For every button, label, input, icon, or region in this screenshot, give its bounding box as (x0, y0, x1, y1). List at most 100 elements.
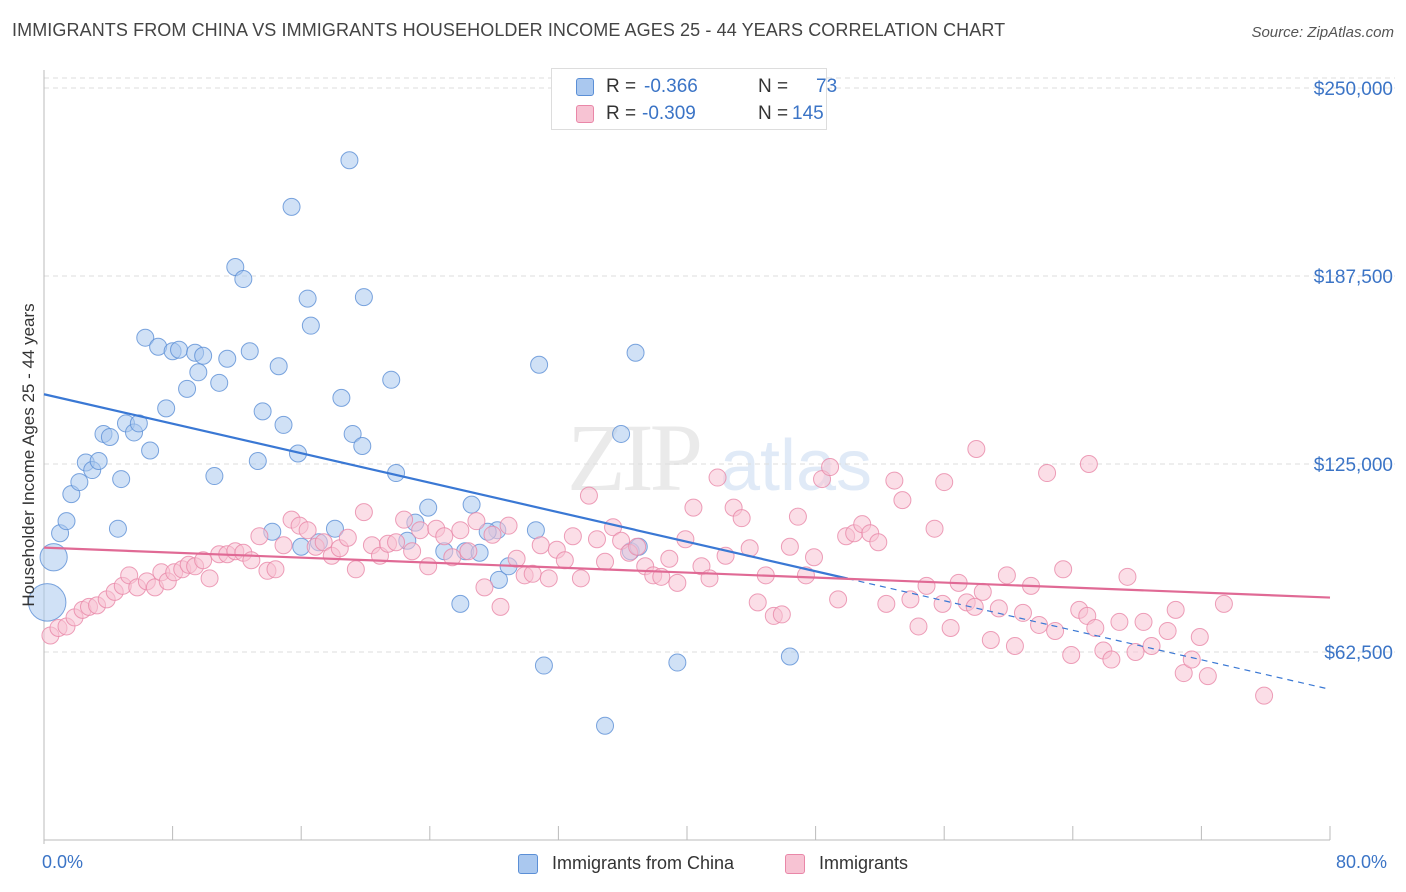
watermark-atlas: atlas (720, 426, 872, 506)
immigrants-point (539, 569, 558, 588)
immigrants-point (901, 590, 920, 609)
y-tick-label: $125,000 (1314, 455, 1393, 476)
immigrants-point (242, 551, 261, 570)
immigrants-point (314, 533, 333, 552)
x-tick-label-max: 80.0% (1336, 852, 1388, 872)
watermark: ZIP atlas (567, 404, 872, 511)
china-point (218, 349, 237, 368)
china-point (489, 570, 508, 589)
bottom-legend-swatch-immigrants (785, 854, 805, 874)
trend-line-china (43, 393, 848, 580)
immigrants-point (579, 486, 598, 505)
immigrants-point (1054, 560, 1073, 579)
china-point (178, 379, 197, 398)
immigrants-point (1166, 600, 1185, 619)
y-tick-label: $187,500 (1314, 267, 1393, 288)
immigrants-point (1158, 621, 1177, 640)
bottom-legend-label-immigrants: Immigrants (819, 853, 909, 873)
immigrants-point (387, 533, 406, 552)
source-credit: Source: ZipAtlas.com (1251, 24, 1394, 41)
china-point (248, 452, 267, 471)
legend-r-value: -0.309 (642, 103, 696, 124)
immigrants-point (1174, 664, 1193, 683)
china-point (354, 288, 373, 307)
y-tick-label: $62,500 (1324, 643, 1393, 664)
china-point (382, 370, 401, 389)
immigrants-point (483, 525, 502, 544)
immigrants-point (1182, 650, 1201, 669)
immigrants-point (1005, 636, 1024, 655)
china-point (668, 653, 687, 672)
immigrants-point (628, 537, 647, 556)
bottom-legend-label-china: Immigrants from China (552, 853, 735, 873)
immigrants-point (451, 521, 470, 540)
trend-lines (43, 393, 1331, 690)
china-point (234, 270, 253, 289)
immigrants-point (298, 521, 317, 540)
china-point (253, 402, 272, 421)
china-point (189, 363, 208, 382)
series-immigrants (41, 439, 1274, 705)
y-tick-labels: $62,500 $125,000 $187,500 $250,000 (1314, 79, 1393, 664)
immigrants-point (772, 605, 791, 624)
immigrants-point (933, 594, 952, 613)
immigrants-point (821, 458, 840, 477)
immigrants-point (1214, 594, 1233, 613)
legend-r-label: R = (606, 103, 637, 124)
china-point (325, 519, 344, 538)
immigrants-point (973, 582, 992, 601)
china-point (100, 427, 119, 446)
china-point (282, 197, 301, 216)
immigrants-point (1134, 612, 1153, 631)
immigrants-point (1190, 627, 1209, 646)
immigrants-point (829, 590, 848, 609)
china-point (112, 470, 131, 489)
immigrants-point (1102, 650, 1121, 669)
legend-r-label: R = (606, 76, 637, 97)
immigrants-point (1038, 464, 1057, 483)
china-point (534, 656, 553, 675)
immigrants-point (491, 597, 510, 616)
immigrants-point (459, 542, 478, 561)
china-point (210, 373, 229, 392)
china-point (340, 151, 359, 170)
china-point (28, 583, 67, 622)
immigrants-point (596, 552, 615, 571)
immigrants-point (748, 593, 767, 612)
immigrants-point (1079, 455, 1098, 474)
immigrants-point (1086, 618, 1105, 637)
china-point (274, 415, 293, 434)
immigrants-point (1255, 686, 1274, 705)
immigrants-point (869, 533, 888, 552)
china-point (612, 424, 631, 443)
immigrants-point (935, 473, 954, 492)
china-point (332, 388, 351, 407)
immigrants-point (411, 521, 430, 540)
x-tick-label-min: 0.0% (42, 852, 84, 872)
legend-swatch-china (576, 78, 594, 96)
china-point (108, 519, 127, 538)
immigrants-point (250, 527, 269, 546)
china-point (205, 467, 224, 486)
immigrants-point (194, 551, 213, 570)
immigrants-point (660, 549, 679, 568)
immigrants-point (443, 548, 462, 567)
immigrants-point (804, 548, 823, 567)
immigrants-point (531, 536, 550, 555)
china-point (451, 594, 470, 613)
immigrants-point (1142, 636, 1161, 655)
trend-line-immigrants (43, 546, 1331, 599)
immigrants-point (338, 528, 357, 547)
immigrants-point (893, 491, 912, 510)
china-point (301, 316, 320, 335)
china-point (780, 647, 799, 666)
correlation-legend: R = -0.366 N = 73 R = -0.309 N = 145 (551, 68, 837, 130)
china-point (596, 716, 615, 735)
chart-title: IMMIGRANTS FROM CHINA VS IMMIGRANTS HOUS… (12, 20, 1006, 40)
china-point (343, 424, 362, 443)
y-tick-label: $250,000 (1314, 79, 1393, 100)
immigrants-point (419, 557, 438, 576)
immigrants-point (668, 573, 687, 592)
china-point (39, 543, 68, 572)
legend-swatch-immigrants (576, 105, 594, 123)
